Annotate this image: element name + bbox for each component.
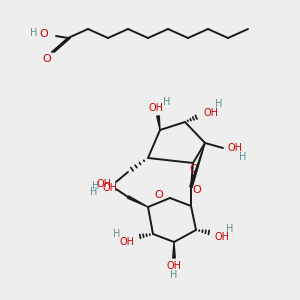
Text: OH: OH xyxy=(97,179,112,189)
Text: H: H xyxy=(30,28,38,38)
Text: OH: OH xyxy=(119,237,134,247)
Text: H: H xyxy=(239,152,247,162)
Text: OH: OH xyxy=(203,108,218,118)
Text: H: H xyxy=(226,224,234,234)
Text: OH: OH xyxy=(227,143,242,153)
Polygon shape xyxy=(128,196,148,207)
Text: OH: OH xyxy=(148,103,164,113)
Text: OH: OH xyxy=(214,232,230,242)
Text: H: H xyxy=(113,229,121,239)
Polygon shape xyxy=(157,116,160,130)
Text: O: O xyxy=(40,29,48,39)
Text: H: H xyxy=(170,270,178,280)
Polygon shape xyxy=(173,242,175,258)
Text: H: H xyxy=(92,181,100,191)
Polygon shape xyxy=(190,143,205,188)
Text: OH: OH xyxy=(167,261,182,271)
Text: H: H xyxy=(163,97,171,107)
Text: OH: OH xyxy=(103,183,118,193)
Text: O: O xyxy=(43,54,51,64)
Text: H: H xyxy=(215,99,223,109)
Text: O: O xyxy=(190,164,198,174)
Text: H: H xyxy=(90,187,98,197)
Text: O: O xyxy=(154,190,164,200)
Text: O: O xyxy=(193,185,201,195)
